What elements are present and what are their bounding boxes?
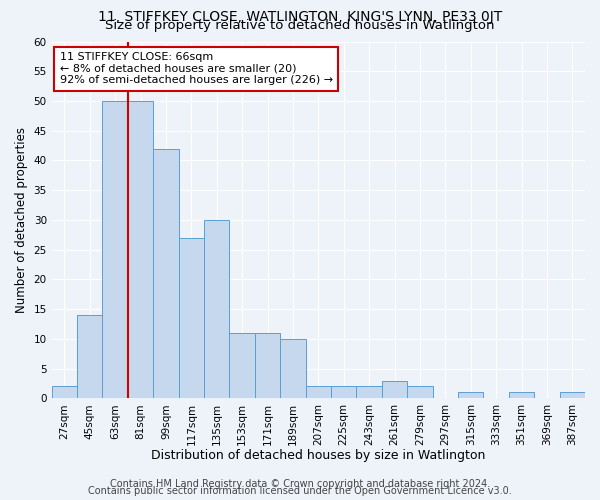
- Bar: [560, 392, 585, 398]
- Bar: [229, 333, 255, 398]
- Bar: [204, 220, 229, 398]
- Text: Contains public sector information licensed under the Open Government Licence v3: Contains public sector information licen…: [88, 486, 512, 496]
- Bar: [103, 101, 128, 398]
- Text: 11 STIFFKEY CLOSE: 66sqm
← 8% of detached houses are smaller (20)
92% of semi-de: 11 STIFFKEY CLOSE: 66sqm ← 8% of detache…: [59, 52, 333, 86]
- Bar: [331, 386, 356, 398]
- Bar: [458, 392, 484, 398]
- Bar: [77, 315, 103, 398]
- Bar: [153, 148, 179, 398]
- X-axis label: Distribution of detached houses by size in Watlington: Distribution of detached houses by size …: [151, 450, 485, 462]
- Bar: [382, 380, 407, 398]
- Bar: [305, 386, 331, 398]
- Text: Size of property relative to detached houses in Watlington: Size of property relative to detached ho…: [105, 19, 495, 32]
- Text: Contains HM Land Registry data © Crown copyright and database right 2024.: Contains HM Land Registry data © Crown c…: [110, 479, 490, 489]
- Y-axis label: Number of detached properties: Number of detached properties: [15, 127, 28, 313]
- Bar: [255, 333, 280, 398]
- Bar: [356, 386, 382, 398]
- Bar: [128, 101, 153, 398]
- Bar: [52, 386, 77, 398]
- Bar: [179, 238, 204, 398]
- Bar: [509, 392, 534, 398]
- Text: 11, STIFFKEY CLOSE, WATLINGTON, KING'S LYNN, PE33 0JT: 11, STIFFKEY CLOSE, WATLINGTON, KING'S L…: [98, 10, 502, 24]
- Bar: [280, 339, 305, 398]
- Bar: [407, 386, 433, 398]
